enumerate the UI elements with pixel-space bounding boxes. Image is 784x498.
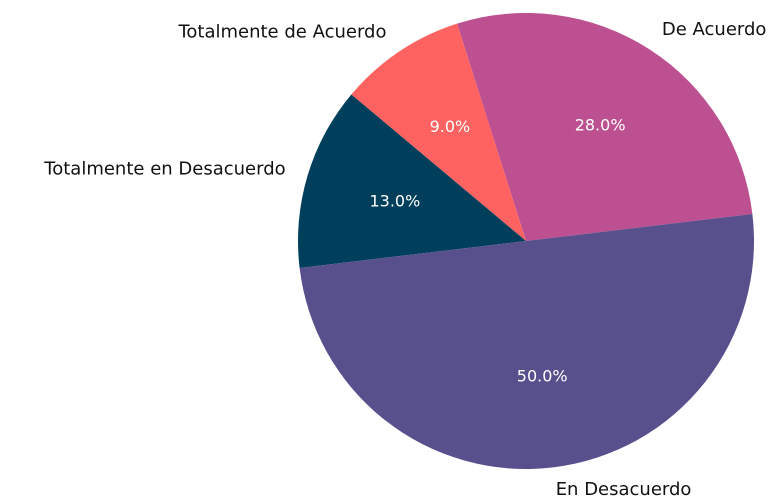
value-label: 13.0% <box>369 191 420 210</box>
slice-label: Totalmente de Acuerdo <box>177 22 386 43</box>
pie-slice <box>298 94 526 268</box>
slice-label: Totalmente en Desacuerdo <box>43 158 285 179</box>
pie-slice <box>351 23 526 241</box>
slice-label: De Acuerdo <box>662 19 767 40</box>
pie-slice <box>299 214 754 469</box>
value-label: 28.0% <box>575 116 626 135</box>
value-label: 9.0% <box>430 117 471 136</box>
slice-label: En Desacuerdo <box>556 479 692 498</box>
pie-slice <box>457 13 753 242</box>
value-label: 50.0% <box>517 366 568 385</box>
